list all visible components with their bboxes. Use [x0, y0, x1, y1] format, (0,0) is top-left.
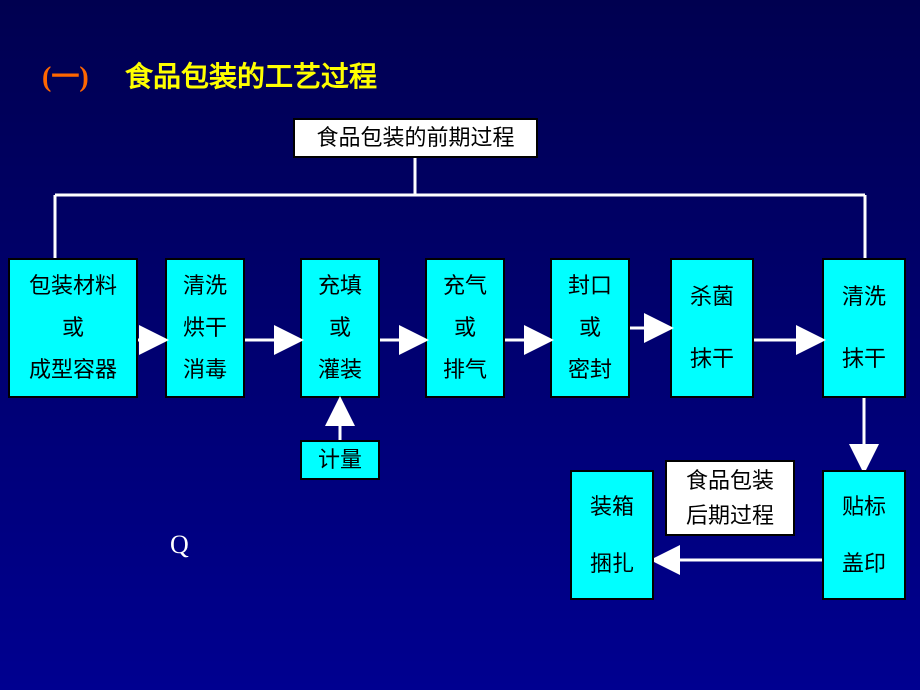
step8-l2: 盖印 — [842, 535, 886, 592]
step9-box: 装箱 捆扎 — [570, 470, 654, 600]
step8-box: 贴标 盖印 — [822, 470, 906, 600]
q-label: Q — [170, 530, 189, 560]
step8-l1: 贴标 — [842, 478, 886, 535]
later-process-label: 食品包装 后期过程 — [665, 460, 795, 536]
metering-box: 计量 — [300, 440, 380, 480]
step9-l1: 装箱 — [590, 478, 634, 535]
metering-text: 计量 — [318, 449, 362, 471]
step9-l2: 捆扎 — [590, 535, 634, 592]
later-l2: 后期过程 — [686, 498, 774, 533]
later-l1: 食品包装 — [686, 463, 774, 498]
row-arrows — [0, 0, 920, 690]
